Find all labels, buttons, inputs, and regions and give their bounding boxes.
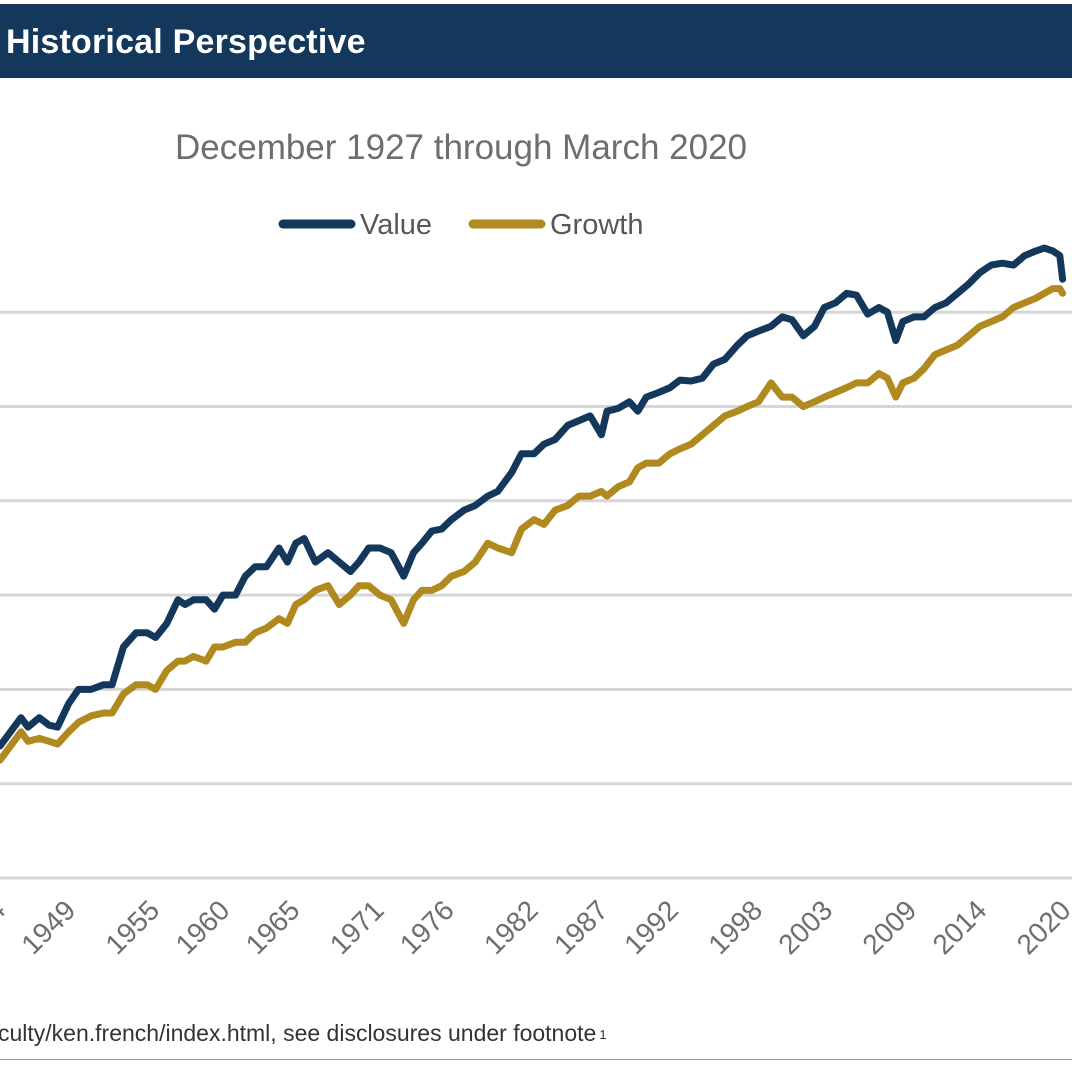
source-text: culty/ken.french/index.html, see disclos… (0, 1020, 597, 1046)
x-tick-label: 2020 (1011, 894, 1072, 960)
x-tick-label: 1971 (324, 894, 390, 960)
x-tick-label: 1955 (99, 894, 165, 960)
footnote-mark: 1 (599, 1027, 607, 1042)
x-tick-label: 1965 (240, 894, 306, 960)
x-tick-label: 1998 (702, 894, 768, 960)
page-title: Historical Perspective (6, 23, 366, 61)
series-line-growth (0, 285, 1067, 764)
x-tick-label: 2014 (927, 894, 993, 960)
source-note: culty/ken.french/index.html, see disclos… (0, 1018, 607, 1048)
header-bar: Historical Perspective (0, 4, 1072, 78)
legend-label-growth: Growth (550, 209, 643, 241)
x-tick-label: 1987 (548, 894, 614, 960)
x-tick-label: 1944 (0, 894, 11, 960)
x-tick-label: 1960 (170, 894, 236, 960)
legend-label-value: Value (360, 209, 432, 241)
x-tick-label: 1982 (478, 894, 544, 960)
x-tick-label: 1949 (15, 894, 81, 960)
x-tick-label: 2009 (856, 894, 922, 960)
bottom-rule (0, 1059, 1072, 1060)
x-tick-label: 2003 (772, 894, 838, 960)
x-tick-label: 1976 (394, 894, 460, 960)
chart-subtitle: December 1927 through March 2020 (174, 128, 747, 167)
x-tick-label: 1992 (618, 894, 684, 960)
series-line-value (0, 244, 1067, 750)
